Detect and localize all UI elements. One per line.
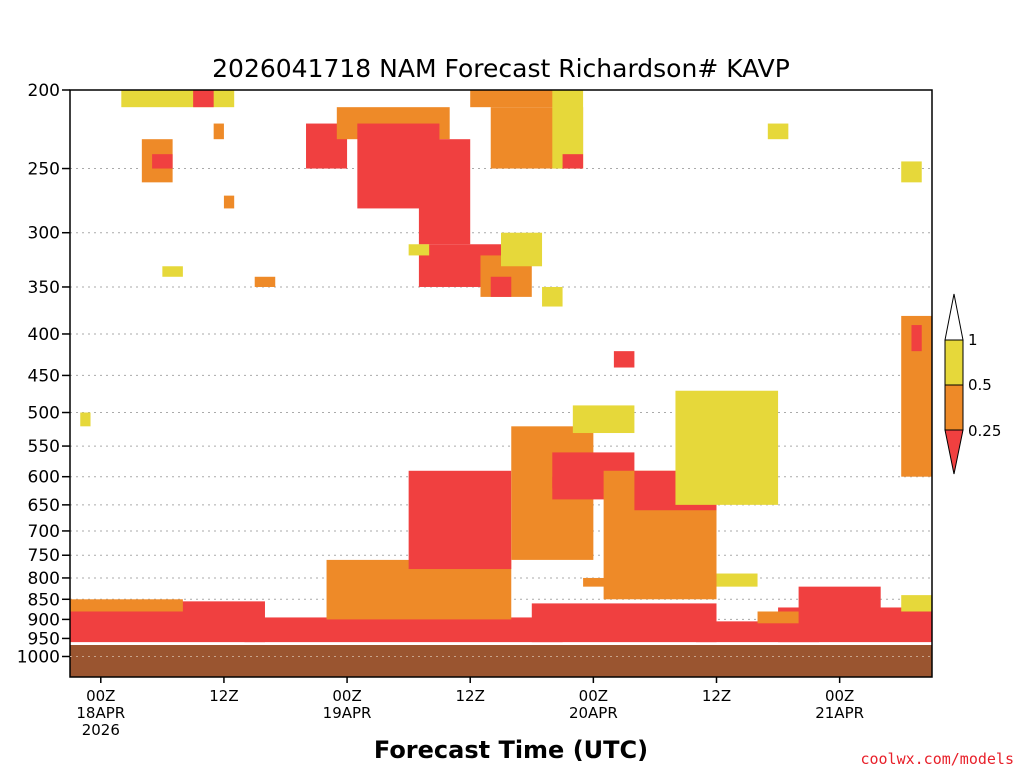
- y-tick-label: 600: [28, 468, 60, 488]
- y-tick-label: 250: [28, 160, 60, 180]
- ri-region: [901, 595, 932, 612]
- ri-region: [716, 573, 758, 587]
- ri-region: [70, 599, 183, 612]
- richardson-cells: [70, 90, 932, 643]
- ri-region: [501, 232, 543, 267]
- colorbar-bin-top: [944, 293, 964, 341]
- ri-region: [531, 603, 717, 643]
- x-tick-label: 00Z: [332, 687, 361, 705]
- colorbar-bin-high: [944, 339, 964, 386]
- ri-region: [470, 90, 563, 108]
- ri-region: [418, 139, 471, 245]
- ri-region: [80, 412, 91, 427]
- x-tick-label: 21APR: [815, 704, 864, 722]
- y-tick-label: 550: [28, 437, 60, 457]
- y-tick-label: 500: [28, 404, 60, 424]
- y-tick-label: 650: [28, 496, 60, 516]
- ground-fill: [70, 643, 932, 677]
- y-tick-label: 750: [28, 546, 60, 566]
- y-tick-label: 400: [28, 325, 60, 345]
- colorbar: 1 0.5 0.25: [944, 293, 1001, 475]
- y-tick-label: 300: [28, 224, 60, 244]
- ri-region: [213, 123, 224, 140]
- ri-region: [244, 617, 563, 643]
- ri-region: [408, 470, 512, 570]
- x-tick-label: 12Z: [702, 687, 731, 705]
- x-tick-label: 19APR: [323, 704, 372, 722]
- ri-region: [193, 90, 214, 108]
- ri-region: [552, 476, 573, 489]
- y-tick-label: 950: [28, 629, 60, 649]
- ri-region: [542, 286, 563, 307]
- ri-region: [778, 607, 932, 643]
- x-tick-label: 18APR: [76, 704, 125, 722]
- ri-region: [326, 559, 512, 620]
- x-tick-label: 2026: [82, 721, 120, 739]
- ri-region: [254, 276, 276, 287]
- chart-title: 2026041718 NAM Forecast Richardson# KAVP: [212, 54, 790, 83]
- ri-region: [562, 154, 584, 169]
- ri-region: [162, 266, 183, 277]
- y-tick-label: 450: [28, 366, 60, 386]
- ri-region: [613, 351, 635, 368]
- x-tick-label: 00Z: [86, 687, 115, 705]
- x-tick-label: 00Z: [825, 687, 854, 705]
- y-tick-label: 200: [28, 81, 60, 101]
- credit-label: coolwx.com/models: [860, 750, 1014, 768]
- ri-region: [121, 90, 235, 108]
- y-tick-label: 800: [28, 569, 60, 589]
- ri-region: [675, 390, 779, 505]
- y-tick-label: 850: [28, 590, 60, 610]
- ri-region: [572, 405, 635, 434]
- ri-region: [583, 577, 614, 587]
- y-tick-label: 350: [28, 278, 60, 298]
- x-tick-label: 20APR: [569, 704, 618, 722]
- x-axis-label: Forecast Time (UTC): [374, 736, 648, 764]
- colorbar-bin-low: [944, 429, 964, 475]
- ri-region: [901, 161, 922, 183]
- ri-region: [767, 123, 789, 140]
- ri-region: [152, 154, 173, 169]
- x-tick-label: 00Z: [579, 687, 608, 705]
- ri-region: [798, 586, 881, 612]
- plot-frame: [69, 89, 933, 678]
- x-tick-label: 12Z: [209, 687, 238, 705]
- y-tick-label: 900: [28, 610, 60, 630]
- colorbar-label: 0.25: [968, 422, 1001, 440]
- ri-region: [408, 244, 430, 256]
- ri-region: [490, 276, 512, 297]
- colorbar-bin-mid: [944, 384, 964, 431]
- ri-region: [223, 195, 235, 209]
- ri-region: [911, 325, 922, 352]
- ri-region: [757, 611, 799, 624]
- y-axis: 200 250 300 350 400 450 500 550 600 650 700 750 8008…: [17, 81, 70, 667]
- colorbar-label: 1: [968, 331, 978, 349]
- y-tick-label: 1000: [17, 647, 60, 667]
- x-tick-label: 12Z: [456, 687, 485, 705]
- y-tick-label: 700: [28, 522, 60, 542]
- colorbar-label: 0.5: [968, 376, 992, 394]
